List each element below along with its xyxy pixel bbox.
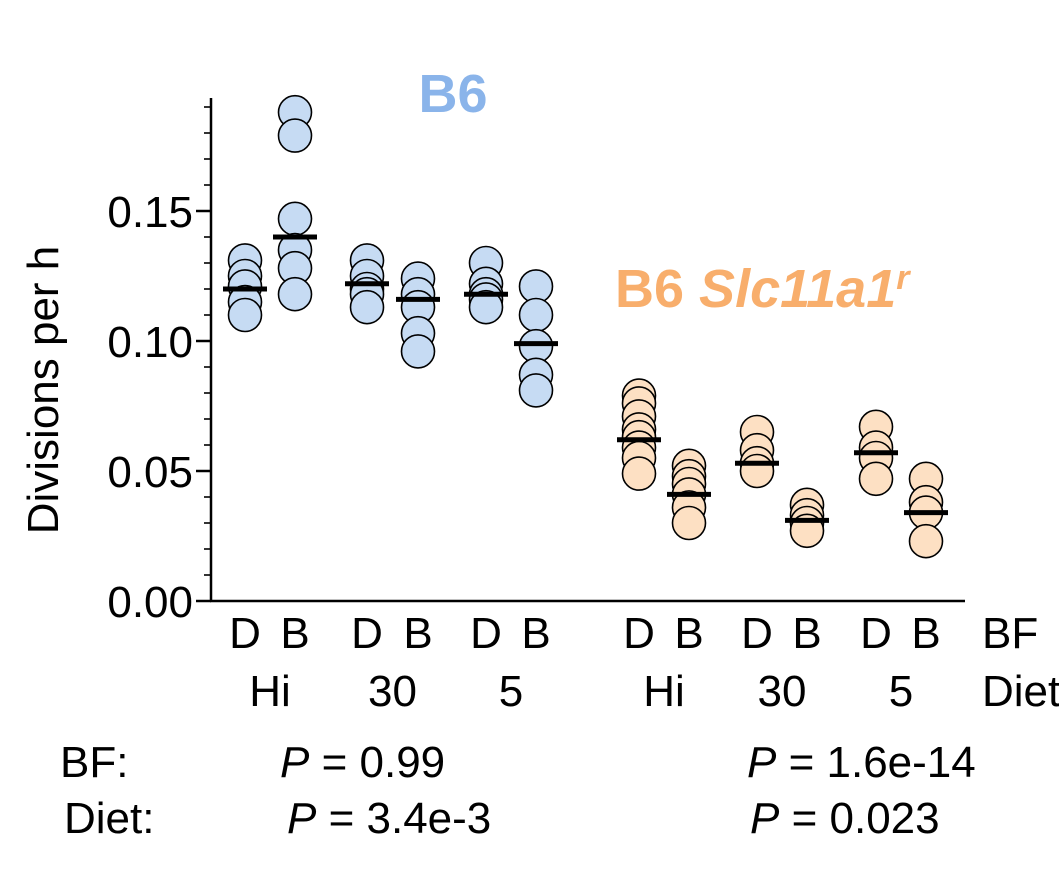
mean-bars xyxy=(223,234,948,523)
row-label-bf: BF xyxy=(982,609,1038,658)
bf-category-label: D xyxy=(623,609,655,658)
stats-label-bf: BF: xyxy=(60,738,128,787)
b6-p-bf: P = 0.99 xyxy=(280,738,445,787)
group-title-b6: B6 xyxy=(418,64,487,124)
y-axis-label: Divisions per h xyxy=(19,246,68,535)
data-point xyxy=(518,297,554,333)
data-point xyxy=(400,334,436,369)
y-tick-label: 0.00 xyxy=(107,578,193,627)
bf-category-label: B xyxy=(674,609,703,658)
data-point xyxy=(277,201,313,237)
diet-category-label: Hi xyxy=(249,667,291,716)
diet-category-label: 5 xyxy=(499,667,523,716)
axes xyxy=(209,98,965,603)
diet-category-label: Hi xyxy=(643,667,685,716)
y-tick-label: 0.15 xyxy=(107,188,193,237)
data-point xyxy=(468,289,504,325)
bf-category-label: B xyxy=(280,609,309,658)
diet-category-label: 30 xyxy=(758,667,807,716)
data-points xyxy=(227,94,944,559)
diet-category-label: 30 xyxy=(368,667,417,716)
bf-category-label: B xyxy=(403,609,432,658)
row-label-diet: Diet xyxy=(982,667,1059,716)
bf-category-label: D xyxy=(860,609,892,658)
group-title-slc11a1r: B6 Slc11a1r xyxy=(615,259,911,319)
data-point xyxy=(908,523,944,559)
data-point xyxy=(277,276,313,312)
data-point xyxy=(349,289,385,325)
y-tick-label: 0.05 xyxy=(107,448,193,497)
bf-category-label: D xyxy=(470,609,502,658)
y-ticks: 0.00 0.05 0.10 0.15 xyxy=(107,106,211,627)
data-point xyxy=(518,373,554,408)
y-tick-label: 0.10 xyxy=(107,318,193,367)
slc-p-diet: P = 0.023 xyxy=(750,794,940,843)
bf-category-label: B xyxy=(911,609,940,658)
stats-label-diet: Diet: xyxy=(64,794,154,843)
bf-category-label: D xyxy=(229,609,261,658)
data-point xyxy=(739,453,775,489)
diet-category-label: 5 xyxy=(889,667,913,716)
data-point xyxy=(858,461,894,497)
bf-category-label: D xyxy=(741,609,773,658)
data-point xyxy=(227,297,263,333)
bf-category-label: D xyxy=(351,609,383,658)
data-point xyxy=(277,118,313,153)
bf-category-label: B xyxy=(792,609,821,658)
b6-p-diet: P = 3.4e-3 xyxy=(287,794,491,843)
data-point xyxy=(671,505,707,541)
bf-category-label: B xyxy=(521,609,550,658)
slc-p-bf: P = 1.6e-14 xyxy=(747,738,976,787)
data-point xyxy=(621,456,657,491)
